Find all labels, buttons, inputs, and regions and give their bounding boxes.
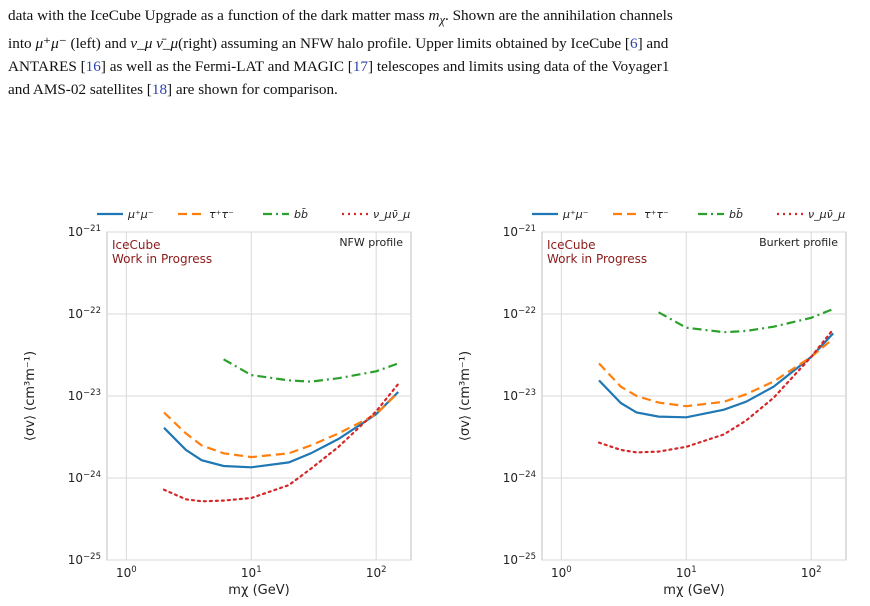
legend-label-2: bb̄ [729,208,743,221]
y-tick-label: 10−22 [68,306,101,321]
y-tick-label: 10−25 [68,552,101,567]
x-tick-label: 100 [551,565,572,580]
x-tick-label: 101 [241,565,262,580]
x-axis-label: mχ (GeV) [228,583,289,598]
caption-channel-nunu: ν_μ ν̄_μ [130,35,179,53]
y-tick-label: 10−21 [68,224,101,239]
series-line-0 [163,391,399,469]
legend-label-0: μ⁺μ⁻ [562,208,589,221]
caption-text: ANTARES [ [8,58,86,76]
y-axis-label: ⟨σv⟩ (cm³m⁻¹) [23,351,38,441]
caption-text: ] are shown for comparison. [167,81,338,99]
series-line-3 [162,382,400,503]
caption-line-1: data with the IceCube Upgrade as a funct… [8,4,864,32]
x-tick-label: 102 [366,565,387,580]
x-tick-label: 100 [116,565,137,580]
caption-symbol: m [428,7,440,24]
x-tick-label: 102 [801,565,822,580]
legend-label-3: ν_μν̄_μ [373,208,410,221]
caption-line-3: ANTARES [16] as well as the Fermi-LAT an… [8,55,864,78]
x-tick-label: 101 [676,565,697,580]
caption-text: (left) and [66,35,131,53]
y-axis-label: ⟨σv⟩ (cm³m⁻¹) [458,351,473,441]
caption-channel-mumu: μ⁺μ⁻ [35,35,67,53]
series-line-2 [223,358,399,383]
series-line-1 [163,391,399,459]
y-tick-label: 10−23 [503,388,536,403]
watermark-line-1: IceCube [547,238,596,252]
legend-label-0: μ⁺μ⁻ [127,208,154,221]
profile-label: Burkert profile [759,236,838,249]
legend-label-2: bb̄ [294,208,308,221]
series-line-3 [597,328,835,454]
caption-line-4: and AMS-02 satellites [18] are shown for… [8,78,864,101]
watermark-line-1: IceCube [112,238,161,252]
y-tick-label: 10−24 [503,470,536,485]
y-tick-label: 10−22 [503,306,536,321]
citation-link[interactable]: 18 [151,81,168,99]
caption-text: . Shown are the annihilation channels [445,7,673,24]
series-line-2 [658,307,834,334]
caption-subscript: χ [439,13,446,28]
caption-line-2: into μ⁺μ⁻ (left) and ν_μ ν̄_μ(right) ass… [8,32,864,55]
y-tick-label: 10−24 [68,470,101,485]
chart-left-nfw: 100 101 102 10−25 10−24 10−23 10−22 10−21 mχ (Ge… [23,208,412,598]
series-line-1 [598,337,834,408]
caption-text: and AMS-02 satellites [ [8,81,152,99]
watermark-line-2: Work in Progress [112,252,212,266]
y-tick-label: 10−23 [68,388,101,403]
caption-text: into [8,35,36,53]
citation-link[interactable]: 16 [85,58,101,76]
citation-link[interactable]: 17 [352,58,368,76]
caption-text: ] and [637,35,669,53]
figure-caption: data with the IceCube Upgrade as a funct… [8,4,864,101]
chart-right-burkert: 100 101 102 10−25 10−24 10−23 10−22 10−21 mχ (Ge… [458,208,847,598]
y-tick-label: 10−21 [503,224,536,239]
caption-text: ] as well as the Fermi-LAT and MAGIC [ [100,58,353,76]
legend-label-3: ν_μν̄_μ [808,208,845,221]
y-tick-label: 10−25 [503,552,536,567]
caption-text: data with the IceCube Upgrade as a funct… [8,7,429,24]
legend-label-1: τ⁺τ⁻ [644,208,669,221]
legend-label-1: τ⁺τ⁻ [209,208,234,221]
series-line-0 [598,332,835,419]
x-axis-label: mχ (GeV) [663,583,724,598]
watermark-line-2: Work in Progress [547,252,647,266]
profile-label: NFW profile [339,236,403,249]
caption-text: ] telescopes and limits using data of th… [368,58,670,76]
caption-text: (right) assuming an NFW halo profile. Up… [178,35,630,53]
citation-link[interactable]: 6 [629,35,638,53]
